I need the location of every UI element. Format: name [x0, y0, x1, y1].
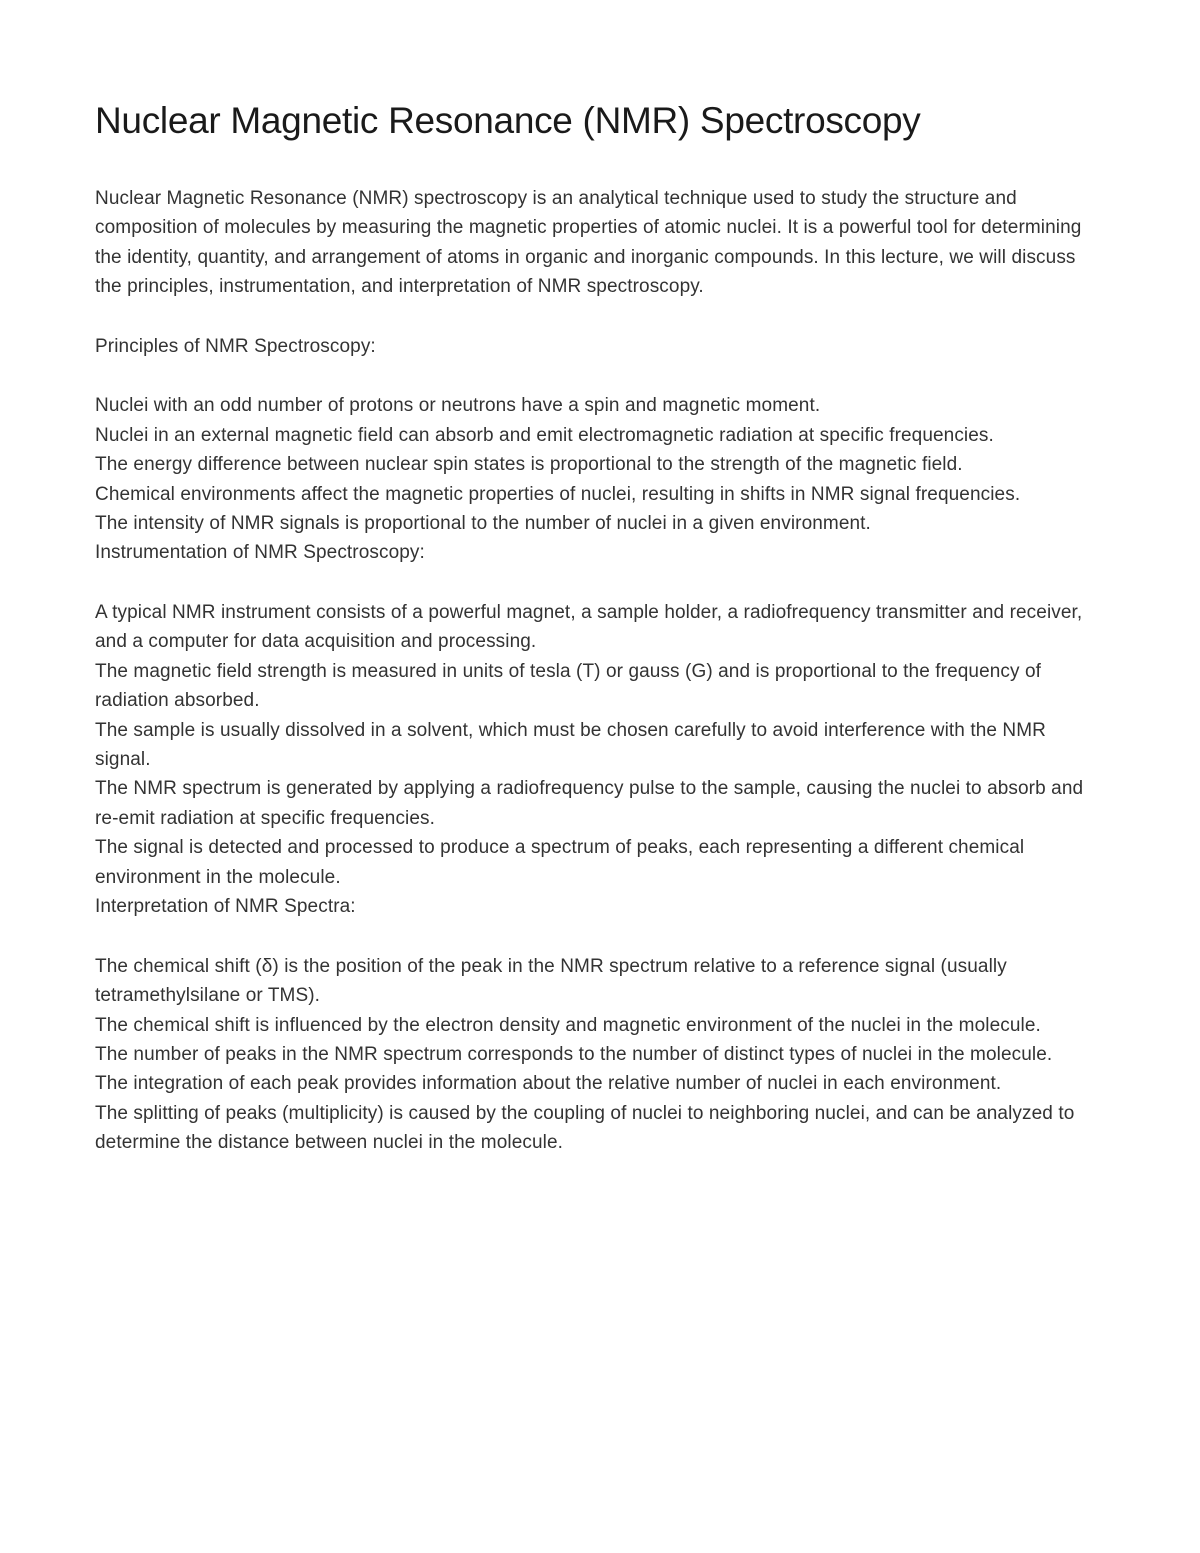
body-line: The intensity of NMR signals is proporti… [95, 509, 1105, 538]
body-line: The sample is usually dissolved in a sol… [95, 716, 1105, 775]
section-heading: Principles of NMR Spectroscopy: [95, 332, 1105, 361]
body-line: The NMR spectrum is generated by applyin… [95, 774, 1105, 833]
body-line: Chemical environments affect the magneti… [95, 480, 1105, 509]
body-line: The magnetic field strength is measured … [95, 657, 1105, 716]
document-title: Nuclear Magnetic Resonance (NMR) Spectro… [95, 100, 1105, 142]
body-line: The number of peaks in the NMR spectrum … [95, 1040, 1105, 1069]
body-line: The chemical shift (δ) is the position o… [95, 952, 1105, 1011]
intro-paragraph: Nuclear Magnetic Resonance (NMR) spectro… [95, 184, 1105, 302]
body-line: Interpretation of NMR Spectra: [95, 892, 1105, 921]
body-line: The integration of each peak provides in… [95, 1069, 1105, 1098]
body-line: Nuclei in an external magnetic field can… [95, 421, 1105, 450]
body-line: The signal is detected and processed to … [95, 833, 1105, 892]
section-block-instrumentation: A typical NMR instrument consists of a p… [95, 598, 1105, 922]
section-block-interpretation: The chemical shift (δ) is the position o… [95, 952, 1105, 1158]
body-line: A typical NMR instrument consists of a p… [95, 598, 1105, 657]
body-line: The chemical shift is influenced by the … [95, 1011, 1105, 1040]
section-block-principles: Nuclei with an odd number of protons or … [95, 391, 1105, 568]
body-line: The energy difference between nuclear sp… [95, 450, 1105, 479]
body-line: The splitting of peaks (multiplicity) is… [95, 1099, 1105, 1158]
body-line: Instrumentation of NMR Spectroscopy: [95, 538, 1105, 567]
body-line: Nuclei with an odd number of protons or … [95, 391, 1105, 420]
